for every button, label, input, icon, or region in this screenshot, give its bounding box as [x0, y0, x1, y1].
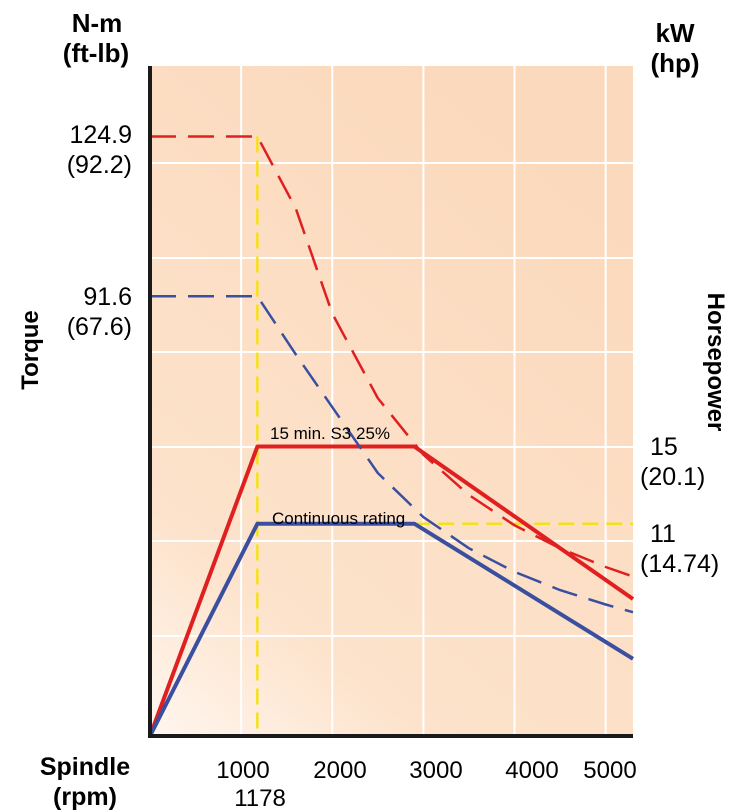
torque-curve-continuous [150, 295, 634, 614]
series [148, 135, 635, 737]
power-label-s3-kw: 15 [650, 433, 678, 461]
power-label-cont-kw: 11 [650, 520, 676, 548]
right-unit-bottom: (hp) [650, 48, 700, 78]
torque-label-s3-nm: 124.9 [69, 121, 132, 149]
continuous-annotation: Continuous rating [272, 509, 406, 528]
x-axis-title-bottom: (rpm) [53, 783, 117, 811]
power-curve-s3 [148, 444, 635, 737]
left-axis-title: Torque [17, 310, 44, 390]
power-label-s3-hp: (20.1) [640, 463, 706, 491]
left-unit-top: N-m [71, 8, 123, 38]
right-unit-top: kW [655, 18, 695, 48]
torque-label-cont-ftlb: (67.6) [66, 313, 132, 341]
x-axis-title-top: Spindle [39, 753, 131, 781]
grid [150, 66, 633, 736]
torque-label-cont-nm: 91.6 [83, 283, 132, 311]
x-tick-4000: 4000 [505, 757, 559, 784]
torque-label-s3-ftlb: (92.2) [66, 151, 132, 179]
left-unit-bottom: (ft-lb) [62, 38, 130, 68]
right-axis-title: Horsepower [702, 292, 729, 432]
x-tick-2000: 2000 [313, 757, 367, 784]
x-tick-3000: 3000 [409, 757, 463, 784]
power-label-cont-hp: (14.74) [640, 550, 720, 578]
x-tick-1000: 1000 [216, 757, 270, 784]
power-curve-continuous [148, 521, 635, 737]
x-marker-1178: 1178 [234, 785, 286, 812]
x-tick-5000: 5000 [583, 757, 637, 784]
torque-curve-s3 [150, 135, 634, 578]
s3-annotation: 15 min. S3 25% [270, 424, 391, 443]
plot-area [150, 66, 633, 735]
